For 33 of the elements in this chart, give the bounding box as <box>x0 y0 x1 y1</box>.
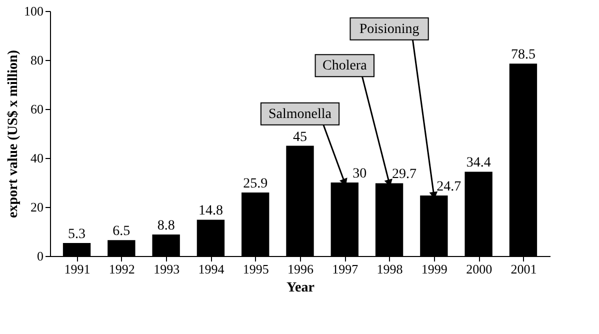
x-tick-label: 1997 <box>332 262 359 276</box>
x-tick-label: 1995 <box>242 262 269 276</box>
data-label: 34.4 <box>466 156 491 171</box>
data-label: 8.8 <box>157 218 175 234</box>
y-tick-label: 80 <box>30 52 44 68</box>
y-tick-label: 100 <box>24 4 44 18</box>
x-tick-label: 1994 <box>198 262 225 276</box>
data-label: 14.8 <box>198 204 223 219</box>
y-tick-label: 60 <box>30 102 44 116</box>
x-axis-title: Year <box>286 280 314 296</box>
x-tick-label: 2001 <box>510 262 537 276</box>
data-label: 6.5 <box>112 224 130 240</box>
y-tick-label: 40 <box>30 150 44 166</box>
x-tick-label: 1993 <box>154 262 180 276</box>
data-label: 5.3 <box>68 227 86 242</box>
data-label: 45 <box>293 130 307 145</box>
annotation: Cholera <box>322 58 368 74</box>
data-label: 25.9 <box>243 176 268 192</box>
x-tick-label: 1998 <box>376 262 403 276</box>
data-label: 78.5 <box>510 48 536 63</box>
data-label: 29.7 <box>392 167 417 182</box>
annotation: Poisioning <box>359 22 420 37</box>
x-tick-label: 1992 <box>108 262 135 276</box>
y-tick-label: 0 <box>37 248 44 264</box>
data-label: 30 <box>352 166 367 182</box>
x-tick-label: 1999 <box>421 262 448 276</box>
y-axis-title: export value (US$ x million) <box>6 50 21 218</box>
y-tick-label: 20 <box>30 200 44 214</box>
x-tick-label: 1996 <box>288 262 314 276</box>
x-tick-label: 2000 <box>466 262 492 276</box>
data-label: 24.7 <box>436 179 462 194</box>
x-tick-label: 1991 <box>64 262 90 276</box>
annotation: Salmonella <box>268 106 332 122</box>
